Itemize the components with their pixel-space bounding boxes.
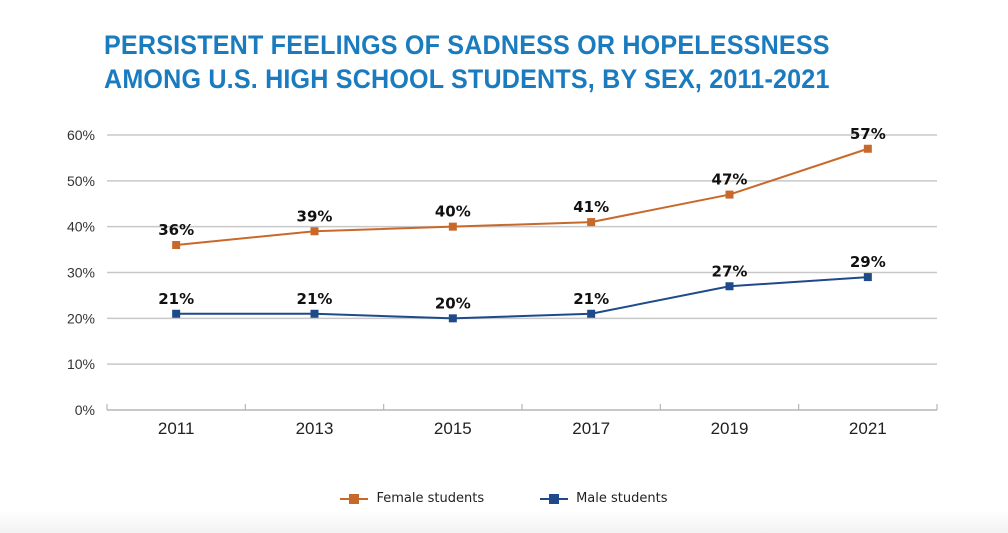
- data-label: 21%: [158, 290, 194, 308]
- background-fade: [0, 511, 1008, 533]
- data-point-marker: [863, 273, 872, 282]
- data-point-marker: [172, 241, 181, 249]
- series-line-female: [176, 147, 869, 246]
- series-line-male: [176, 276, 868, 320]
- legend-label-female: Female students: [376, 491, 485, 506]
- data-point-marker: [448, 314, 457, 323]
- chart-title-line-2: AMONG U.S. HIGH SCHOOL STUDENTS, BY SEX,…: [104, 64, 830, 94]
- y-tick-label: 0%: [75, 402, 95, 418]
- y-tick-label: 10%: [67, 356, 95, 372]
- chart-title: PERSISTENT FEELINGS OF SADNESS OR HOPELE…: [104, 28, 830, 96]
- y-tick-label: 40%: [67, 219, 95, 235]
- data-label: 57%: [850, 125, 886, 143]
- data-point-marker: [172, 309, 181, 318]
- chart-title-line-1: PERSISTENT FEELINGS OF SADNESS OR HOPELE…: [104, 30, 830, 60]
- legend: Female students Male students: [0, 491, 1008, 506]
- data-label: 29%: [850, 253, 886, 271]
- legend-swatch-female-icon: [340, 493, 369, 505]
- data-point-marker: [587, 218, 596, 227]
- x-tick-label: 2021: [849, 419, 887, 438]
- legend-swatch-male-icon: [540, 493, 569, 505]
- y-tick-label: 20%: [67, 310, 95, 326]
- x-tick-label: 2019: [711, 419, 749, 438]
- data-point-marker: [587, 309, 596, 318]
- x-tick-label: 2011: [158, 419, 195, 438]
- legend-item-female[interactable]: Female students: [340, 491, 484, 506]
- x-tick-label: 2015: [434, 419, 472, 438]
- data-point-marker: [863, 144, 872, 153]
- data-label: 21%: [297, 290, 333, 308]
- x-tick-label: 2017: [572, 419, 610, 438]
- legend-item-male[interactable]: Male students: [540, 491, 668, 506]
- data-label: 20%: [435, 294, 471, 312]
- y-tick-label: 50%: [67, 173, 95, 189]
- y-tick-label: 60%: [67, 127, 95, 143]
- data-point-marker: [448, 222, 457, 231]
- data-label: 39%: [297, 207, 333, 225]
- y-tick-label: 30%: [67, 265, 95, 281]
- x-tick-label: 2013: [296, 419, 334, 438]
- data-label: 47%: [712, 171, 748, 189]
- data-label: 21%: [573, 290, 609, 308]
- data-label: 40%: [435, 203, 471, 221]
- data-label: 41%: [573, 198, 609, 216]
- data-point-marker: [310, 227, 319, 236]
- data-point-marker: [725, 190, 734, 199]
- data-label: 36%: [158, 221, 194, 239]
- data-point-marker: [310, 309, 319, 318]
- data-point-marker: [725, 282, 734, 291]
- legend-label-male: Male students: [576, 491, 668, 506]
- data-label: 27%: [712, 262, 748, 280]
